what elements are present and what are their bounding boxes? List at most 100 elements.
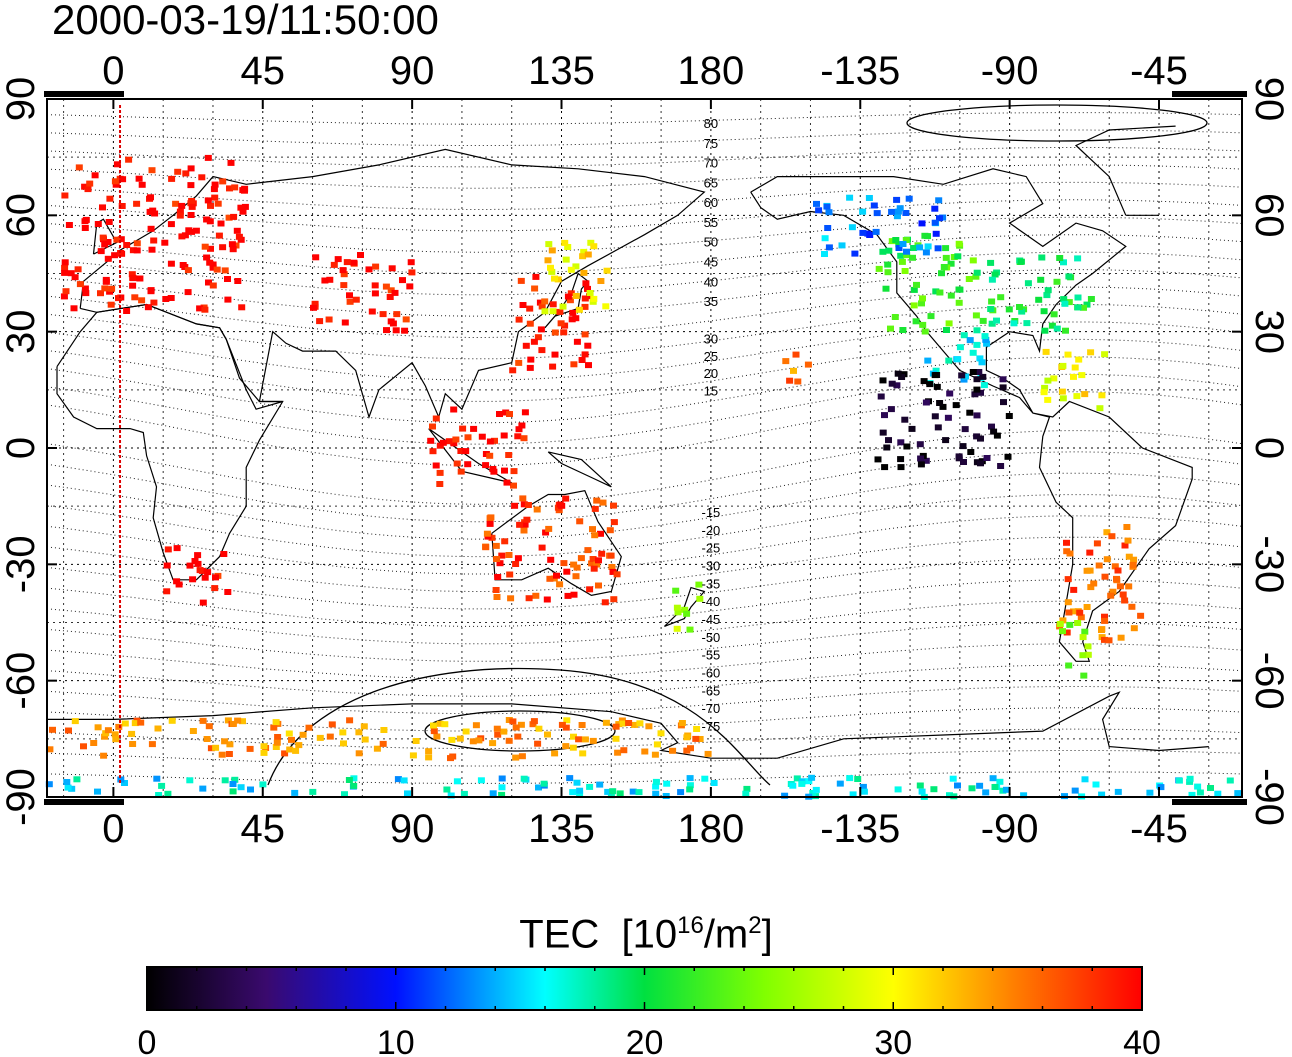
tec-point [651,751,659,758]
colorbar-unit-exp: 16 [677,912,704,939]
tec-point [517,277,525,284]
tec-point [809,790,817,796]
tec-point [903,248,910,255]
tec-point [1064,576,1072,583]
tec-point [1103,529,1111,536]
tec-point [1121,542,1129,549]
tec-point [1098,626,1106,633]
tec-point [1063,629,1071,636]
tec-point [191,558,199,564]
tec-point [510,482,517,489]
tec-point [570,591,578,598]
mlat-label-24: -65 [701,683,720,698]
tec-point [239,208,247,215]
x-tick-bottom-0: 0 [102,807,124,851]
tec-point [189,728,197,734]
tec-point [168,717,176,724]
tec-point [557,320,565,327]
tec-point [1086,567,1094,574]
tec-point [104,727,112,734]
tec-point [483,530,491,537]
tec-point [955,286,963,293]
tec-point [1043,292,1051,299]
tec-point [211,585,219,592]
tec-point [1074,255,1082,262]
tec-point [570,561,578,568]
tec-point [209,264,217,271]
tec-point [686,782,694,789]
tec-point [966,337,974,344]
tec-point [1050,375,1058,382]
tec-point [486,438,494,445]
mlat-label-23: -60 [701,666,720,681]
x-tick-bottom-7: -45 [1130,807,1188,851]
tec-point [972,312,980,319]
tec-point [560,560,568,567]
tec-point [516,521,524,528]
coastline [547,451,612,488]
tec-point [500,432,508,439]
tec-point [1083,301,1091,308]
tec-point [500,728,508,735]
tec-point [49,726,56,733]
tec-point [572,573,580,580]
tec-point [470,425,478,432]
tec-point [1048,322,1056,329]
tec-point [581,351,589,358]
tec-point [936,215,943,222]
tec-point [584,251,592,258]
tec-point [1071,787,1079,794]
tec-point [1124,537,1132,544]
tec-point [883,444,891,451]
tec-point [515,426,523,433]
tec-point [505,552,513,558]
tec-point [204,197,212,204]
tec-point [657,730,665,737]
tec-point [515,359,523,366]
tec-point [1092,781,1100,788]
tec-point [119,176,127,183]
tec-point [391,289,399,296]
tec-point [365,266,373,273]
tec-point [693,726,701,732]
tec-point [1090,580,1098,587]
tec-point [922,457,930,464]
tec-point [430,722,437,729]
tec-point [922,249,930,256]
tec-point [226,185,233,192]
tec-point [569,744,577,751]
tec-point [990,428,998,435]
tec-point [895,241,903,248]
tec-region-canada [813,194,947,257]
tec-point [969,349,977,356]
tec-point [99,204,106,211]
tec-point [973,327,981,334]
tec-point [520,527,528,534]
tec-point [881,412,888,419]
tec-point [591,505,599,512]
tec-region-antarctic-coast [46,717,712,762]
frame-bar [1172,91,1247,97]
tec-point [562,743,570,750]
tec-region-north-america-east [973,254,1095,334]
tec-point [186,777,194,784]
tec-point [581,736,589,743]
tec-point [545,525,553,532]
tec-point [683,610,691,617]
tec-point [1087,584,1095,591]
tec-point [894,370,902,377]
tec-point [1111,563,1119,570]
tec-point [1064,351,1072,358]
y-tick-left-5: -60 [0,652,43,710]
tec-point [433,733,441,740]
tec-point [612,723,620,730]
tec-point [187,165,195,172]
tec-point [1101,613,1108,620]
y-tick-left-4: -30 [0,535,43,593]
tec-point [1098,791,1106,798]
tec-point [836,780,844,787]
tec-point [549,308,557,315]
y-tick-left-1: 60 [0,193,43,238]
tec-point [821,251,828,257]
tec-point [946,390,954,397]
